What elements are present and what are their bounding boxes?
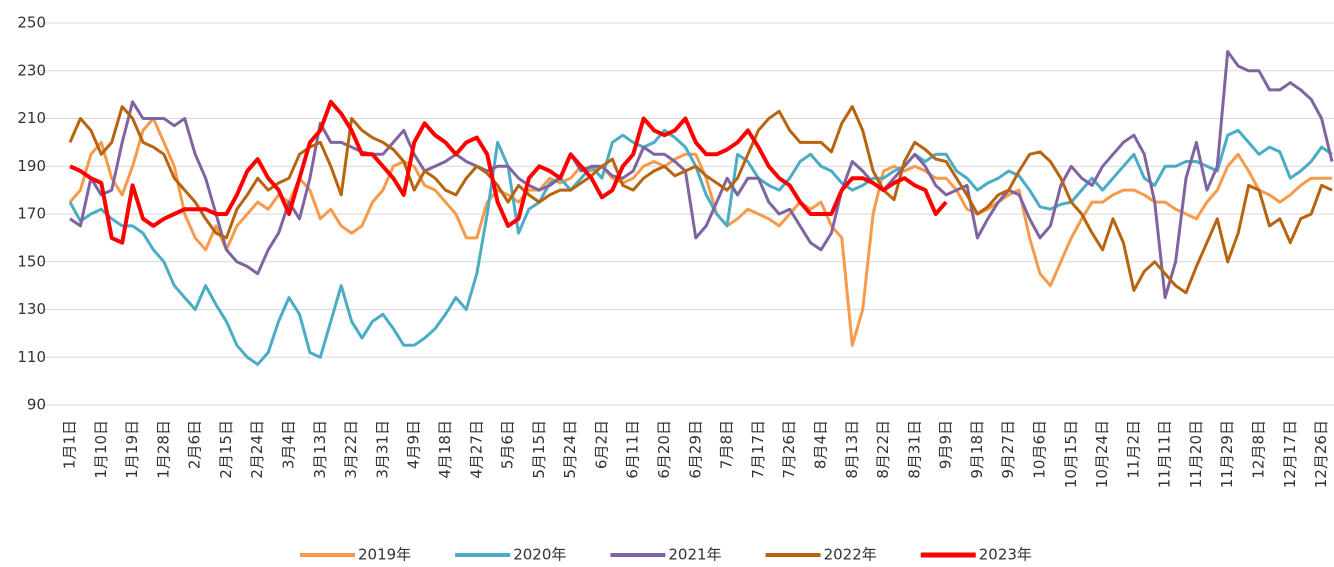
y-tick-label: 170 (17, 205, 46, 223)
x-tick-label: 3月22日 (342, 420, 360, 479)
x-tick-label: 5月15日 (530, 420, 548, 479)
x-tick-label: 6月2日 (592, 420, 610, 469)
y-tick-label: 150 (17, 252, 46, 270)
x-tick-label: 7月26日 (780, 420, 798, 479)
x-tick-label: 12月26日 (1312, 420, 1330, 488)
x-tick-label: 8月31日 (905, 420, 923, 479)
y-tick-label: 90 (27, 396, 46, 414)
x-tick-label: 5月24日 (561, 420, 579, 479)
x-tick-label: 3月4日 (280, 420, 298, 469)
y-tick-label: 110 (17, 348, 46, 366)
x-tick-label: 12月8日 (1250, 420, 1268, 479)
x-tick-label: 3月31日 (373, 420, 391, 479)
x-tick-label: 2月24日 (248, 420, 266, 479)
x-tick-label: 10月24日 (1093, 420, 1111, 488)
y-tick-label: 190 (17, 157, 46, 175)
x-tick-label: 8月13日 (843, 420, 861, 479)
x-tick-label: 2月6日 (186, 420, 204, 469)
y-tick-label: 210 (17, 109, 46, 127)
x-tick-label: 8月4日 (811, 420, 829, 469)
x-tick-label: 4月9日 (405, 420, 423, 469)
x-tick-label: 12月17日 (1281, 420, 1299, 488)
x-tick-label: 11月29日 (1218, 420, 1236, 488)
legend-label: 2023年 (979, 546, 1032, 564)
y-tick-label: 130 (17, 300, 46, 318)
x-tick-label: 1月1日 (61, 420, 79, 469)
x-tick-label: 1月10日 (92, 420, 110, 479)
x-tick-label: 10月6日 (1030, 420, 1048, 479)
x-tick-label: 7月8日 (718, 420, 736, 469)
x-tick-label: 11月11日 (1156, 420, 1174, 488)
legend-label: 2020年 (513, 546, 566, 564)
legend: 2019年 2020年 2021年 2022年 2023年 (300, 546, 1032, 564)
legend-label: 2022年 (824, 546, 877, 564)
x-tick-label: 6月20日 (655, 420, 673, 479)
series-line (69, 50, 1334, 300)
x-tick-label: 6月29日 (686, 420, 704, 479)
legend-label: 2021年 (668, 546, 721, 564)
x-tick-label: 8月22日 (874, 420, 892, 479)
x-tick-label: 4月27日 (467, 420, 485, 479)
x-tick-label: 11月20日 (1187, 420, 1205, 488)
x-tick-label: 10月15日 (1062, 420, 1080, 488)
x-tick-label: 9月27日 (999, 420, 1017, 479)
y-tick-label: 250 (17, 14, 46, 32)
x-tick-label: 9月9日 (937, 420, 955, 469)
x-tick-label: 3月13日 (311, 420, 329, 479)
x-tick-label: 1月19日 (123, 420, 141, 479)
legend-label: 2019年 (358, 546, 411, 564)
x-tick-label: 1月28日 (154, 420, 172, 479)
x-tick-label: 11月2日 (1124, 420, 1142, 479)
x-tick-label: 2月15日 (217, 420, 235, 479)
x-tick-label: 9月18日 (968, 420, 986, 479)
y-tick-label: 230 (17, 61, 46, 79)
x-tick-label: 4月18日 (436, 420, 454, 479)
x-tick-label: 7月17日 (749, 420, 767, 479)
series-line (69, 99, 948, 245)
series-line (68, 128, 1333, 366)
series-line (68, 105, 1333, 295)
x-tick-label: 5月6日 (499, 420, 517, 469)
x-tick-label: 6月11日 (624, 420, 642, 479)
